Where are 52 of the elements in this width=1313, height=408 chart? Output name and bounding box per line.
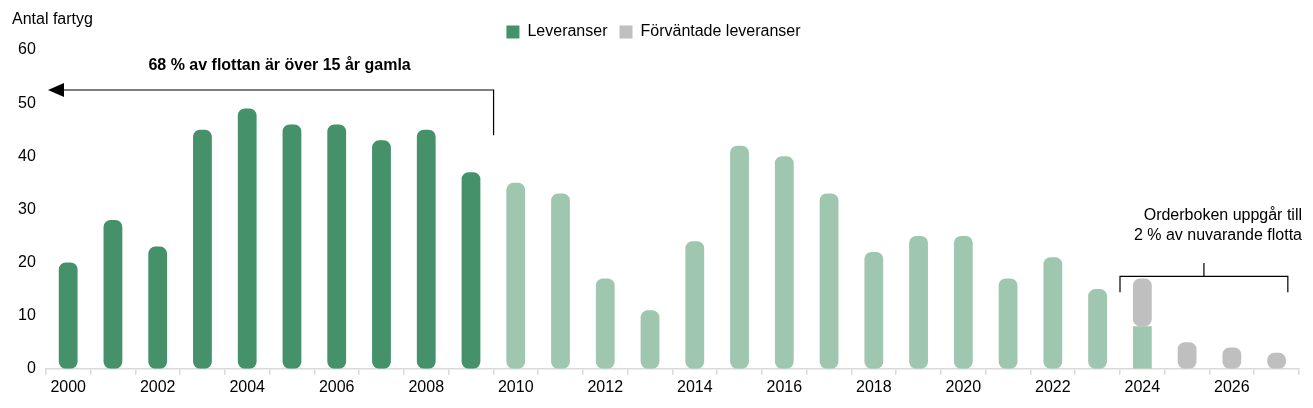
bar — [730, 145, 749, 369]
bar — [372, 140, 391, 369]
y-axis-title: Antal fartyg — [12, 10, 93, 28]
bar — [506, 182, 526, 369]
x-tick-label: 2004 — [229, 377, 266, 395]
bar — [1132, 326, 1152, 369]
y-tick-label: 40 — [18, 146, 36, 164]
y-tick-label: 0 — [26, 359, 36, 377]
bar — [327, 124, 347, 369]
bar — [1132, 278, 1152, 327]
bar — [998, 278, 1018, 369]
bar — [103, 220, 123, 369]
y-tick-label: 20 — [18, 252, 36, 270]
bar — [282, 124, 302, 369]
bar — [819, 193, 839, 369]
bar — [461, 172, 481, 369]
x-tick-label: 2006 — [318, 377, 355, 395]
x-tick-label: 2026 — [1214, 377, 1250, 395]
bar — [953, 235, 973, 369]
bar — [1043, 257, 1063, 369]
legend-label: Leveranser — [527, 22, 609, 40]
bar — [595, 278, 615, 369]
x-tick-label: 2014 — [676, 377, 713, 395]
bar — [148, 246, 168, 369]
x-tick-label: 2018 — [856, 377, 892, 395]
bar — [774, 156, 794, 369]
x-tick-label: 2002 — [139, 377, 176, 395]
bar — [640, 310, 660, 369]
x-tick-label: 2020 — [945, 377, 982, 395]
bar — [909, 235, 928, 369]
bar — [416, 129, 436, 369]
x-tick-label: 2012 — [587, 377, 624, 395]
bar — [1088, 289, 1107, 369]
y-tick-label: 10 — [18, 306, 36, 324]
bar — [237, 108, 257, 369]
annotation: Orderboken uppgår till 2 % av nuvarande flotta — [1133, 206, 1303, 244]
legend-label: Förväntade leveranser — [640, 22, 802, 40]
y-tick-label: 60 — [18, 40, 36, 58]
annotation: 68 % av flottan är över 15 år gamla — [148, 56, 411, 74]
x-tick-label: 2000 — [50, 377, 87, 395]
y-tick-label: 30 — [18, 199, 36, 217]
x-tick-label: 2008 — [408, 377, 445, 395]
bar — [685, 241, 705, 369]
bar — [58, 262, 78, 369]
y-tick-label: 50 — [18, 93, 36, 111]
bar — [551, 193, 570, 369]
bar — [193, 129, 212, 369]
x-tick-label: 2016 — [766, 377, 803, 395]
x-tick-label: 2010 — [497, 377, 534, 395]
x-tick-label: 2024 — [1124, 377, 1161, 395]
bar — [864, 251, 884, 369]
x-tick-label: 2022 — [1035, 377, 1071, 395]
